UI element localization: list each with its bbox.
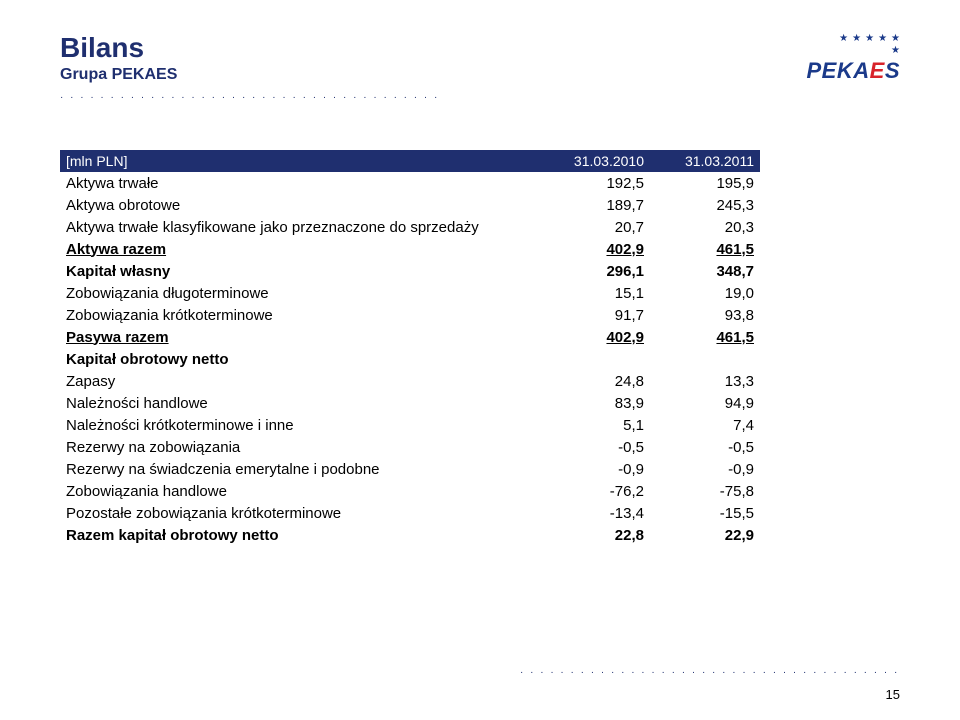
row-value: 189,7 — [540, 194, 650, 216]
row-label: Zobowiązania handlowe — [60, 480, 540, 502]
row-label: Należności krótkoterminowe i inne — [60, 414, 540, 436]
row-label: Pasywa razem — [60, 326, 540, 348]
row-value: 93,8 — [650, 304, 760, 326]
row-value: -0,5 — [650, 436, 760, 458]
row-label: Razem kapitał obrotowy netto — [60, 524, 540, 546]
row-value: 20,3 — [650, 216, 760, 238]
row-value: 461,5 — [650, 326, 760, 348]
logo-text-accent: E — [870, 58, 885, 83]
page-title: Bilans — [60, 32, 440, 64]
row-value: 296,1 — [540, 260, 650, 282]
row-value: -76,2 — [540, 480, 650, 502]
logo-stars: ★ ★ ★ ★ ★ ★ — [836, 34, 900, 56]
col-header-1: 31.03.2011 — [650, 150, 760, 172]
table-row: Zobowiązania krótkoterminowe91,793,8 — [60, 304, 760, 326]
table-row: Rezerwy na zobowiązania-0,5-0,5 — [60, 436, 760, 458]
balance-table: [mln PLN] 31.03.2010 31.03.2011 Aktywa t… — [60, 150, 760, 546]
page-number: 15 — [886, 687, 900, 702]
table-row: Aktywa trwałe192,5195,9 — [60, 172, 760, 194]
row-value: 22,8 — [540, 524, 650, 546]
table-row: Rezerwy na świadczenia emerytalne i podo… — [60, 458, 760, 480]
row-value: 13,3 — [650, 370, 760, 392]
table-row: Zapasy24,813,3 — [60, 370, 760, 392]
row-value: -15,5 — [650, 502, 760, 524]
row-value: 348,7 — [650, 260, 760, 282]
table-row: Należności handlowe83,994,9 — [60, 392, 760, 414]
table-row: Zobowiązania długoterminowe15,119,0 — [60, 282, 760, 304]
row-value: 83,9 — [540, 392, 650, 414]
row-label: Pozostałe zobowiązania krótkoterminowe — [60, 502, 540, 524]
dotted-rule-bottom: · · · · · · · · · · · · · · · · · · · · … — [520, 667, 900, 678]
table-row: Zobowiązania handlowe-76,2-75,8 — [60, 480, 760, 502]
row-value: -75,8 — [650, 480, 760, 502]
slide-header: Bilans Grupa PEKAES · · · · · · · · · · … — [60, 32, 900, 108]
table-row: Kapitał obrotowy netto — [60, 348, 760, 370]
logo-text-main2: S — [885, 58, 900, 83]
row-value: 402,9 — [540, 238, 650, 260]
table-row: Pasywa razem402,9461,5 — [60, 326, 760, 348]
table-row: Aktywa trwałe klasyfikowane jako przezna… — [60, 216, 760, 238]
star-icon: ★ — [878, 34, 887, 44]
table-row: Kapitał własny296,1348,7 — [60, 260, 760, 282]
row-value: 94,9 — [650, 392, 760, 414]
row-value: 19,0 — [650, 282, 760, 304]
table-row: Należności krótkoterminowe i inne5,17,4 — [60, 414, 760, 436]
row-label: Należności handlowe — [60, 392, 540, 414]
row-value — [540, 348, 650, 370]
row-label: Aktywa trwałe klasyfikowane jako przezna… — [60, 216, 540, 238]
row-value: 24,8 — [540, 370, 650, 392]
unit-header: [mln PLN] — [60, 150, 540, 172]
row-value: -0,9 — [540, 458, 650, 480]
page-subtitle: Grupa PEKAES — [60, 66, 440, 84]
logo-wordmark: PEKAES — [807, 58, 901, 84]
star-icon: ★ — [891, 46, 900, 56]
table-row: Pozostałe zobowiązania krótkoterminowe-1… — [60, 502, 760, 524]
balance-table-container: [mln PLN] 31.03.2010 31.03.2011 Aktywa t… — [60, 150, 760, 546]
table-row: Aktywa obrotowe189,7245,3 — [60, 194, 760, 216]
row-value: 195,9 — [650, 172, 760, 194]
title-block: Bilans Grupa PEKAES · · · · · · · · · · … — [60, 32, 440, 103]
row-value: 402,9 — [540, 326, 650, 348]
row-value: 15,1 — [540, 282, 650, 304]
row-label: Rezerwy na świadczenia emerytalne i podo… — [60, 458, 540, 480]
row-label: Rezerwy na zobowiązania — [60, 436, 540, 458]
row-label: Aktywa razem — [60, 238, 540, 260]
row-value: 7,4 — [650, 414, 760, 436]
row-value: 192,5 — [540, 172, 650, 194]
row-value: 91,7 — [540, 304, 650, 326]
dotted-rule-top: · · · · · · · · · · · · · · · · · · · · … — [60, 92, 440, 103]
row-value: 22,9 — [650, 524, 760, 546]
row-value — [650, 348, 760, 370]
row-label: Zobowiązania długoterminowe — [60, 282, 540, 304]
row-label: Kapitał obrotowy netto — [60, 348, 540, 370]
star-icon: ★ — [891, 34, 900, 44]
row-value: 461,5 — [650, 238, 760, 260]
row-value: -0,9 — [650, 458, 760, 480]
row-label: Zobowiązania krótkoterminowe — [60, 304, 540, 326]
row-value: -13,4 — [540, 502, 650, 524]
row-value: -0,5 — [540, 436, 650, 458]
table-header-row: [mln PLN] 31.03.2010 31.03.2011 — [60, 150, 760, 172]
star-icon: ★ — [839, 34, 848, 44]
logo-text-main: PEKA — [807, 58, 870, 83]
row-label: Aktywa trwałe — [60, 172, 540, 194]
star-icon: ★ — [852, 34, 861, 44]
table-body: Aktywa trwałe192,5195,9Aktywa obrotowe18… — [60, 172, 760, 546]
table-row: Razem kapitał obrotowy netto22,822,9 — [60, 524, 760, 546]
row-label: Zapasy — [60, 370, 540, 392]
star-icon: ★ — [865, 34, 874, 44]
col-header-0: 31.03.2010 — [540, 150, 650, 172]
row-value: 245,3 — [650, 194, 760, 216]
row-label: Aktywa obrotowe — [60, 194, 540, 216]
row-value: 5,1 — [540, 414, 650, 436]
row-value: 20,7 — [540, 216, 650, 238]
brand-logo: ★ ★ ★ ★ ★ ★ PEKAES — [807, 34, 901, 84]
row-label: Kapitał własny — [60, 260, 540, 282]
table-row: Aktywa razem402,9461,5 — [60, 238, 760, 260]
